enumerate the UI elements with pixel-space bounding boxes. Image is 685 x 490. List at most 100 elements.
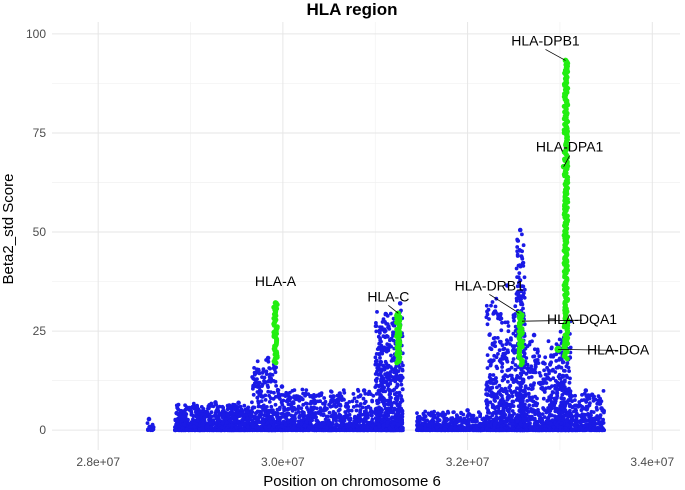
snp-point (260, 428, 265, 433)
snp-point (358, 402, 363, 406)
snp-point (259, 404, 263, 409)
snp-point (491, 358, 496, 363)
snp-point (518, 278, 523, 283)
snp-point (201, 407, 206, 411)
snp-point (515, 249, 520, 254)
snp-point (379, 374, 384, 379)
snp-point (495, 395, 500, 400)
snp-point (375, 383, 380, 388)
snp-point (542, 415, 547, 419)
snp-point (392, 370, 396, 375)
snp-point (426, 411, 431, 416)
snp-point (278, 417, 282, 422)
snp-point (545, 375, 550, 379)
snp-point (348, 422, 352, 427)
snp-point (429, 421, 434, 426)
snp-point (526, 386, 531, 391)
snp-point (379, 417, 384, 422)
snp-point (522, 275, 527, 280)
snp-point (375, 406, 380, 411)
snp-point (502, 377, 507, 381)
snp-point (228, 404, 233, 409)
snp-point (486, 410, 490, 415)
snp-point (435, 421, 440, 426)
snp-point (385, 334, 390, 339)
snp-point (285, 399, 290, 404)
snp-point (400, 367, 405, 372)
snp-point (380, 351, 385, 356)
snp-point (292, 395, 297, 400)
snp-point (375, 401, 380, 406)
snp-point (288, 396, 293, 400)
snp-point (510, 377, 514, 382)
snp-point (199, 409, 203, 413)
snp-point (330, 404, 335, 408)
snp-point (255, 359, 260, 364)
snp-point (516, 381, 521, 385)
snp-point (535, 358, 540, 362)
snp-point (544, 386, 548, 391)
snp-point (344, 401, 349, 406)
snp-point (263, 380, 267, 385)
snp-point (311, 401, 316, 405)
snp-point (352, 396, 357, 401)
snp-point (257, 392, 262, 397)
snp-point (493, 381, 498, 385)
snp-point (441, 410, 445, 415)
snp-point (207, 403, 212, 407)
snp-point (183, 403, 188, 408)
snp-point (389, 378, 393, 383)
snp-point (334, 428, 339, 432)
snp-point (390, 357, 395, 361)
snp-point (396, 374, 401, 379)
snp-point (517, 417, 522, 421)
snp-point (191, 401, 196, 406)
snp-point (245, 428, 250, 433)
snp-point (517, 271, 522, 275)
snp-point (382, 385, 387, 390)
snp-point (532, 427, 537, 432)
snp-point (249, 412, 254, 416)
snp-point (474, 428, 479, 433)
snp-point (322, 428, 327, 432)
snp-point (356, 395, 361, 399)
snp-point (548, 397, 553, 402)
snp-point (507, 422, 512, 426)
snp-point (495, 336, 500, 340)
snp-point (547, 428, 552, 433)
snp-point (507, 428, 512, 432)
snp-point (251, 392, 256, 397)
snp-point (380, 346, 384, 351)
snp-point (272, 390, 276, 395)
snp-point (484, 399, 488, 403)
snp-point (378, 367, 383, 371)
snp-point (227, 412, 231, 417)
snp-point (490, 403, 495, 407)
snp-point (266, 385, 270, 389)
snp-point (492, 398, 497, 402)
snp-point (487, 375, 492, 379)
snp-point (283, 422, 288, 427)
snp-point (240, 411, 245, 416)
snp-point (286, 402, 291, 407)
snp-point (510, 409, 515, 413)
snp-point (217, 419, 221, 424)
snp-point (341, 388, 346, 392)
snp-point (383, 411, 387, 416)
snp-point (385, 373, 390, 378)
snp-point (510, 418, 515, 423)
snp-point (306, 408, 310, 412)
snp-point (532, 424, 537, 429)
snp-point (381, 423, 386, 428)
snp-point (392, 392, 397, 397)
snp-point (361, 412, 366, 417)
snp-point (536, 361, 541, 365)
snp-point (374, 378, 378, 382)
snp-point (236, 419, 241, 424)
snp-point (500, 396, 505, 401)
snp-point (519, 372, 524, 377)
snp-point (261, 420, 266, 424)
snp-point (335, 393, 340, 398)
snp-point (268, 396, 273, 401)
snp-point (520, 381, 524, 386)
